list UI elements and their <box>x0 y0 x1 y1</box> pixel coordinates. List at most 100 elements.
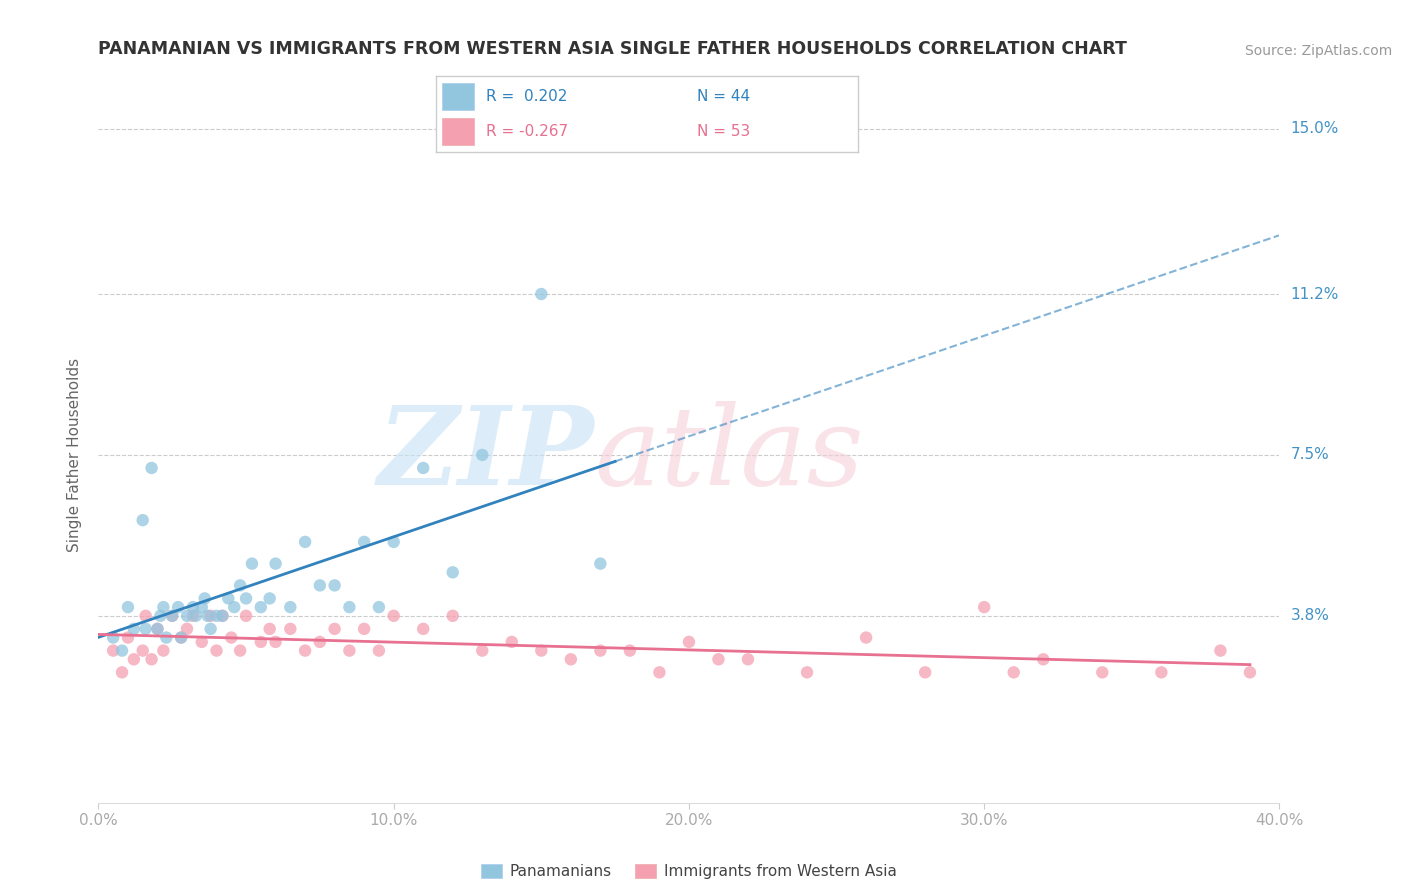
Text: N = 44: N = 44 <box>697 89 751 103</box>
Text: 3.8%: 3.8% <box>1291 608 1330 624</box>
Point <box>707 652 730 666</box>
Point <box>1032 652 1054 666</box>
Point <box>122 652 145 666</box>
Point <box>264 557 287 571</box>
Point <box>176 622 198 636</box>
Point <box>382 534 405 549</box>
Y-axis label: Single Father Households: Single Father Households <box>67 358 83 552</box>
Point <box>211 608 233 623</box>
Point <box>152 643 174 657</box>
Point <box>250 600 273 615</box>
Point <box>135 608 157 623</box>
Point <box>530 643 553 657</box>
Point <box>103 631 125 645</box>
Point <box>737 652 759 666</box>
Point <box>501 635 523 649</box>
Point <box>135 622 157 636</box>
Point <box>323 622 346 636</box>
Point <box>155 631 177 645</box>
Point <box>217 591 239 606</box>
Point <box>1150 665 1173 680</box>
Point <box>149 608 172 623</box>
Text: atlas: atlas <box>595 401 865 508</box>
Point <box>235 591 257 606</box>
Point <box>530 287 553 301</box>
Point <box>184 608 207 623</box>
Point <box>560 652 582 666</box>
Point <box>132 513 155 527</box>
Point <box>278 622 302 636</box>
Point <box>229 578 252 592</box>
Point <box>117 631 139 645</box>
Point <box>117 600 139 615</box>
Point <box>294 643 316 657</box>
Point <box>162 608 183 623</box>
Point <box>200 622 222 636</box>
Point <box>240 557 263 571</box>
Point <box>264 635 287 649</box>
Point <box>111 665 134 680</box>
Legend: Panamanians, Immigrants from Western Asia: Panamanians, Immigrants from Western Asi… <box>475 858 903 886</box>
Point <box>162 608 183 623</box>
Text: Source: ZipAtlas.com: Source: ZipAtlas.com <box>1244 44 1392 58</box>
Point <box>1209 643 1232 657</box>
Text: 7.5%: 7.5% <box>1291 448 1329 462</box>
FancyBboxPatch shape <box>441 83 474 110</box>
Point <box>111 643 134 657</box>
Point <box>103 643 125 657</box>
Text: R =  0.202: R = 0.202 <box>486 89 568 103</box>
Point <box>259 591 281 606</box>
Point <box>181 608 204 623</box>
Point <box>211 608 233 623</box>
Point <box>368 643 391 657</box>
Point <box>1091 665 1114 680</box>
Point <box>191 635 214 649</box>
Point <box>589 643 612 657</box>
Point <box>250 635 273 649</box>
Point <box>1002 665 1025 680</box>
Point <box>200 608 222 623</box>
Point <box>855 631 877 645</box>
Point <box>146 622 169 636</box>
Point <box>1239 665 1261 680</box>
Point <box>471 448 494 462</box>
Point <box>132 643 155 657</box>
Point <box>441 566 464 580</box>
Point <box>382 608 405 623</box>
Point <box>309 635 332 649</box>
Point <box>235 608 257 623</box>
Point <box>309 578 332 592</box>
Point <box>170 631 193 645</box>
Point <box>368 600 391 615</box>
Point <box>229 643 252 657</box>
Point <box>176 608 198 623</box>
Point <box>294 534 316 549</box>
Point <box>278 600 302 615</box>
Point <box>170 631 193 645</box>
Text: 11.2%: 11.2% <box>1291 286 1339 301</box>
Point <box>678 635 700 649</box>
Point <box>323 578 346 592</box>
Text: 15.0%: 15.0% <box>1291 121 1339 136</box>
Point <box>796 665 818 680</box>
Point <box>412 622 434 636</box>
Text: N = 53: N = 53 <box>697 124 751 138</box>
Text: R = -0.267: R = -0.267 <box>486 124 568 138</box>
Point <box>205 608 228 623</box>
Point <box>146 622 169 636</box>
Point <box>141 461 163 475</box>
Text: ZIP: ZIP <box>378 401 595 508</box>
FancyBboxPatch shape <box>441 118 474 145</box>
Point <box>197 608 219 623</box>
Point <box>619 643 641 657</box>
Point <box>181 600 204 615</box>
Point <box>219 631 242 645</box>
Point <box>224 600 246 615</box>
Point <box>205 643 228 657</box>
Point <box>259 622 281 636</box>
Point <box>471 643 494 657</box>
Point <box>589 557 612 571</box>
Point <box>441 608 464 623</box>
Point <box>122 622 145 636</box>
Point <box>152 600 174 615</box>
